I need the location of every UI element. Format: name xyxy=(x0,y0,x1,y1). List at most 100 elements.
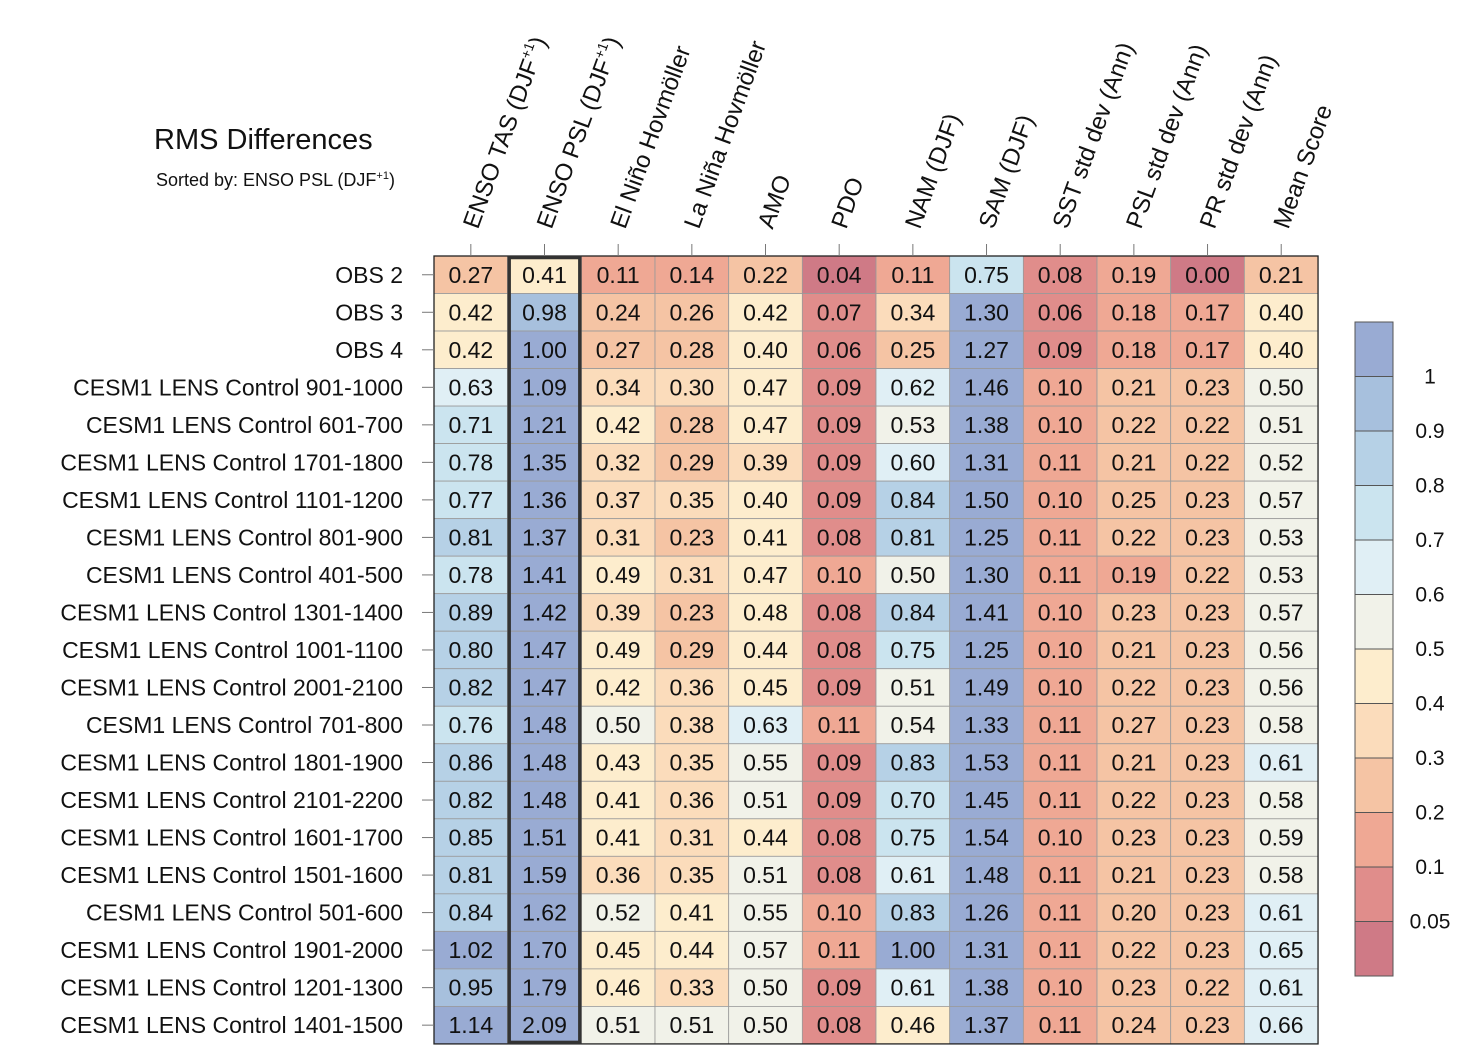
heatmap-cell xyxy=(949,705,1024,745)
colorbar-swatch xyxy=(1355,812,1393,868)
cell-value-label: 1.54 xyxy=(964,825,1009,851)
cell-value-label: 0.56 xyxy=(1259,674,1304,700)
colorbar-frame xyxy=(1354,321,1394,977)
row-label: CESM1 LENS Control 701-800 xyxy=(86,712,403,738)
heatmap-cell xyxy=(433,743,509,782)
cell-value-label: 0.10 xyxy=(1038,487,1083,513)
cell-value-label: 0.50 xyxy=(743,1012,788,1038)
heatmap-cell xyxy=(433,555,509,595)
cell-value-label: 0.21 xyxy=(1111,374,1156,400)
cell-value-label: 0.29 xyxy=(669,449,714,475)
cell-value-label: 0.11 xyxy=(1039,1012,1082,1038)
row-label: CESM1 LENS Control 1701-1800 xyxy=(60,449,403,475)
cell-value-label: 0.23 xyxy=(1185,599,1230,625)
cell-value-label: 0.11 xyxy=(1039,712,1082,738)
heatmap-cell xyxy=(1170,405,1245,444)
row-label: CESM1 LENS Control 1901-2000 xyxy=(60,937,403,963)
heatmap-cell xyxy=(1243,855,1319,895)
heatmap-cell xyxy=(728,518,803,557)
cell-value-label: 0.53 xyxy=(1259,562,1304,588)
heatmap-cell xyxy=(654,593,730,632)
row-label: CESM1 LENS Control 1501-1600 xyxy=(60,862,403,888)
cell-value-label: 0.51 xyxy=(743,862,788,888)
cell-value-label: 0.09 xyxy=(817,412,862,438)
heatmap-cell xyxy=(801,480,877,520)
cell-value-label: 0.44 xyxy=(743,637,788,663)
cell-value-label: 0.49 xyxy=(596,637,641,663)
heatmap-cell xyxy=(949,855,1024,895)
cell-value-label: 0.34 xyxy=(890,299,935,325)
heatmap-cell xyxy=(1243,930,1319,970)
heatmap-cell xyxy=(1170,443,1245,482)
cell-value-label: 0.09 xyxy=(1038,337,1083,363)
cell-value-label: 0.09 xyxy=(817,449,862,475)
cell-value-label: 0.25 xyxy=(890,337,935,363)
heatmap-cell xyxy=(801,930,877,970)
cell-value-label: 1.46 xyxy=(964,374,1009,400)
heatmap-cell xyxy=(875,630,951,670)
heatmap-cell xyxy=(654,368,730,407)
cell-value-label: 0.85 xyxy=(448,825,493,851)
heatmap-cell xyxy=(1096,255,1172,294)
cell-value-label: 0.09 xyxy=(817,975,862,1001)
cell-value-label: 0.17 xyxy=(1185,299,1230,325)
heatmap-cell xyxy=(507,255,582,294)
cell-value-label: 0.45 xyxy=(596,937,641,963)
cell-value-label: 0.57 xyxy=(1259,599,1304,625)
cell-value-label: 0.57 xyxy=(1259,487,1304,513)
heatmap-cell xyxy=(801,518,877,557)
heatmap-cell xyxy=(949,443,1024,482)
cell-value-label: 1.48 xyxy=(522,787,567,813)
cell-value-label: 0.83 xyxy=(890,900,935,926)
cell-value-label: 1.49 xyxy=(964,674,1009,700)
cell-value-label: 1.31 xyxy=(964,449,1009,475)
cell-value-label: 0.10 xyxy=(817,900,862,926)
cell-value-label: 0.22 xyxy=(1111,937,1156,963)
colorbar-swatch xyxy=(1355,758,1393,813)
heatmap-cell xyxy=(875,593,951,632)
cell-value-label: 0.23 xyxy=(1185,674,1230,700)
row-label: CESM1 LENS Control 1401-1500 xyxy=(60,1012,403,1038)
heatmap-cell xyxy=(801,855,877,895)
column-label: NAM (DJF) xyxy=(900,110,966,232)
cell-value-label: 0.45 xyxy=(743,674,788,700)
cell-value-label: 0.11 xyxy=(1039,900,1082,926)
cell-value-label: 0.33 xyxy=(669,975,714,1001)
column-label: Mean Score xyxy=(1268,101,1338,232)
cell-value-label: 0.53 xyxy=(890,412,935,438)
cell-value-label: 0.09 xyxy=(817,374,862,400)
heatmap-cell xyxy=(1243,630,1319,670)
cell-value-label: 0.60 xyxy=(890,449,935,475)
row-label: CESM1 LENS Control 801-900 xyxy=(86,524,403,550)
column-label: La Niña Hovmöller xyxy=(679,37,772,232)
cell-value-label: 0.42 xyxy=(596,412,641,438)
heatmap-cell xyxy=(580,1006,656,1045)
cell-value-label: 0.41 xyxy=(743,524,788,550)
heatmap-cell xyxy=(580,443,656,482)
heatmap-cell xyxy=(1022,743,1098,782)
cell-value-label: 0.78 xyxy=(448,449,493,475)
cell-value-label: 0.36 xyxy=(596,862,641,888)
column-label: PR std dev (Ann) xyxy=(1195,51,1283,232)
heatmap-cell xyxy=(1243,443,1319,482)
cell-value-label: 0.55 xyxy=(743,750,788,776)
heatmap-cell xyxy=(1022,855,1098,895)
cell-value-label: 0.40 xyxy=(1259,299,1304,325)
row-label: CESM1 LENS Control 601-700 xyxy=(86,412,403,438)
heatmap-cell xyxy=(433,855,509,895)
heatmap-cell xyxy=(801,255,877,294)
subtitle-superscript: +1 xyxy=(376,170,389,182)
cell-value-label: 0.22 xyxy=(1185,562,1230,588)
cell-value-label: 0.70 xyxy=(890,787,935,813)
heatmap-cell xyxy=(433,705,509,745)
heatmap-cell xyxy=(1022,668,1098,707)
heatmap-cell xyxy=(875,818,951,857)
cell-value-label: 0.11 xyxy=(1039,750,1082,776)
cell-value-label: 0.84 xyxy=(890,599,935,625)
cell-value-label: 1.21 xyxy=(522,412,567,438)
column-label: SST std dev (Ann) xyxy=(1047,39,1139,232)
heatmap-cell xyxy=(1022,330,1098,369)
heatmap-cell xyxy=(580,293,656,332)
heatmap-cell xyxy=(1022,405,1098,444)
cell-value-label: 0.38 xyxy=(669,712,714,738)
